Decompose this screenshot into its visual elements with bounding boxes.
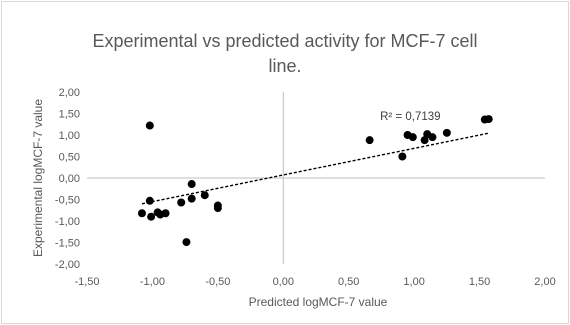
trendline [141,132,489,205]
data-point [145,121,154,130]
data-point [408,133,417,142]
y-tick-label: -2,00 [55,259,80,271]
data-point [398,152,407,161]
y-axis-title: Experimental logMCF-7 value [31,99,45,257]
r-squared-label: R² = 0,7139 [380,111,440,123]
data-point [200,191,209,200]
y-tick-label: 1,00 [59,130,80,142]
data-point [420,136,429,145]
data-point [213,204,222,213]
axes [87,92,545,264]
chart-title-line-1: Experimental vs predicted activity for M… [92,31,477,51]
x-tick-label: -0,50 [205,276,230,288]
data-point [484,115,493,124]
chart-title-line-2: line. [268,56,301,76]
data-point [365,136,374,145]
trendline-path [141,132,489,205]
y-tick-label: 1,50 [59,109,80,121]
data-point [147,212,156,221]
data-points [137,115,493,247]
data-point [137,209,146,218]
data-point [177,198,186,207]
x-axis-tick-labels: -1,50 -1,00 -0,50 0,00 0,50 1,00 1,50 2,00 [74,276,555,288]
y-tick-label: -0,50 [55,195,80,207]
y-axis-tick-labels: -2,00 -1,50 -1,00 -0,50 0,00 0,50 1,00 1,50 2,00 [55,87,80,271]
x-tick-label: 0,00 [273,276,294,288]
y-tick-label: 0,00 [59,173,80,185]
x-tick-label: 0,50 [338,276,359,288]
x-tick-label: 1,50 [469,276,490,288]
x-tick-label: 1,00 [403,276,424,288]
data-point [187,194,196,203]
data-point [442,128,451,137]
y-tick-label: -1,00 [55,216,80,228]
data-point [161,209,170,218]
data-point [145,196,154,205]
data-point [182,238,191,247]
x-tick-label: -1,50 [74,276,99,288]
data-point [187,180,196,189]
chart-title: Experimental vs predicted activity for M… [92,31,477,76]
y-tick-label: -1,50 [55,238,80,250]
data-point [428,133,437,142]
x-tick-label: -1,00 [140,276,165,288]
y-tick-label: 2,00 [59,87,80,99]
x-tick-label: 2,00 [534,276,555,288]
x-axis-title: Predicted logMCF-7 value [249,295,388,309]
y-tick-label: 0,50 [59,152,80,164]
